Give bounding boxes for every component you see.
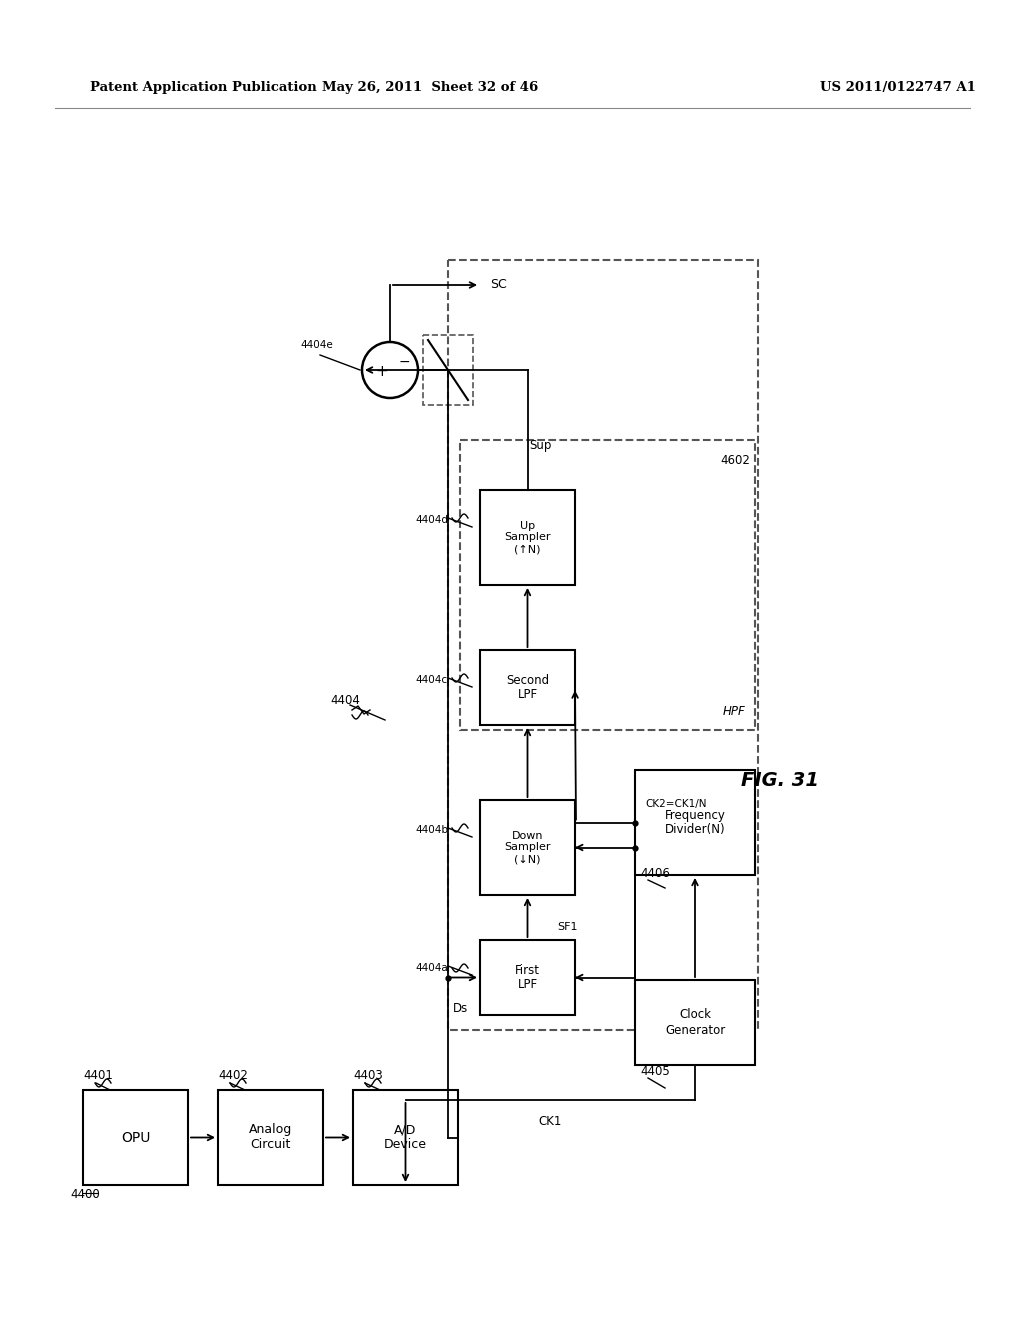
Text: CK2=CK1/N: CK2=CK1/N <box>645 799 707 808</box>
Text: 4403: 4403 <box>353 1069 383 1082</box>
Bar <box>480 649 575 725</box>
Text: SF1: SF1 <box>557 921 578 932</box>
Text: SC: SC <box>490 279 507 292</box>
Text: 4406: 4406 <box>640 867 670 880</box>
Text: 4400: 4400 <box>70 1188 99 1201</box>
Bar <box>635 770 755 875</box>
Text: +: + <box>376 364 388 380</box>
Text: A/D
Device: A/D Device <box>384 1123 427 1151</box>
Text: 4404a: 4404a <box>416 964 449 973</box>
Text: 4404c: 4404c <box>416 675 449 685</box>
Text: May 26, 2011  Sheet 32 of 46: May 26, 2011 Sheet 32 of 46 <box>322 82 539 95</box>
Text: Ds: Ds <box>453 1002 468 1015</box>
Text: OPU: OPU <box>121 1130 151 1144</box>
Text: Sup: Sup <box>528 440 551 451</box>
Text: 4404b: 4404b <box>415 825 449 836</box>
Text: 4404: 4404 <box>330 693 359 706</box>
Text: 4405: 4405 <box>640 1065 670 1078</box>
Text: First
LPF: First LPF <box>515 964 540 991</box>
Text: CK1: CK1 <box>539 1115 562 1129</box>
Text: FIG. 31: FIG. 31 <box>741 771 819 789</box>
Bar <box>480 940 575 1015</box>
Text: Second
LPF: Second LPF <box>506 673 549 701</box>
Bar <box>480 800 575 895</box>
Text: US 2011/0122747 A1: US 2011/0122747 A1 <box>820 82 976 95</box>
Bar <box>218 1090 323 1185</box>
Text: 4404d: 4404d <box>415 515 449 525</box>
Text: 4401: 4401 <box>83 1069 113 1082</box>
Bar <box>460 440 755 730</box>
Text: 4402: 4402 <box>218 1069 248 1082</box>
Text: Patent Application Publication: Patent Application Publication <box>90 82 316 95</box>
Text: −: − <box>398 355 410 370</box>
Text: Up
Sampler
(↑N): Up Sampler (↑N) <box>504 521 551 554</box>
Bar <box>353 1090 458 1185</box>
Bar <box>449 260 758 1030</box>
Bar <box>635 979 755 1065</box>
Text: Analog
Circuit: Analog Circuit <box>249 1123 292 1151</box>
Text: Down
Sampler
(↓N): Down Sampler (↓N) <box>504 830 551 865</box>
Bar <box>423 335 473 405</box>
Text: 4404e: 4404e <box>300 341 333 350</box>
Bar <box>83 1090 188 1185</box>
Text: HPF: HPF <box>722 705 745 718</box>
Text: 4602: 4602 <box>720 454 750 466</box>
Text: Clock
Generator: Clock Generator <box>665 1008 725 1036</box>
Bar <box>480 490 575 585</box>
Text: Frequency
Divider(N): Frequency Divider(N) <box>665 808 725 837</box>
